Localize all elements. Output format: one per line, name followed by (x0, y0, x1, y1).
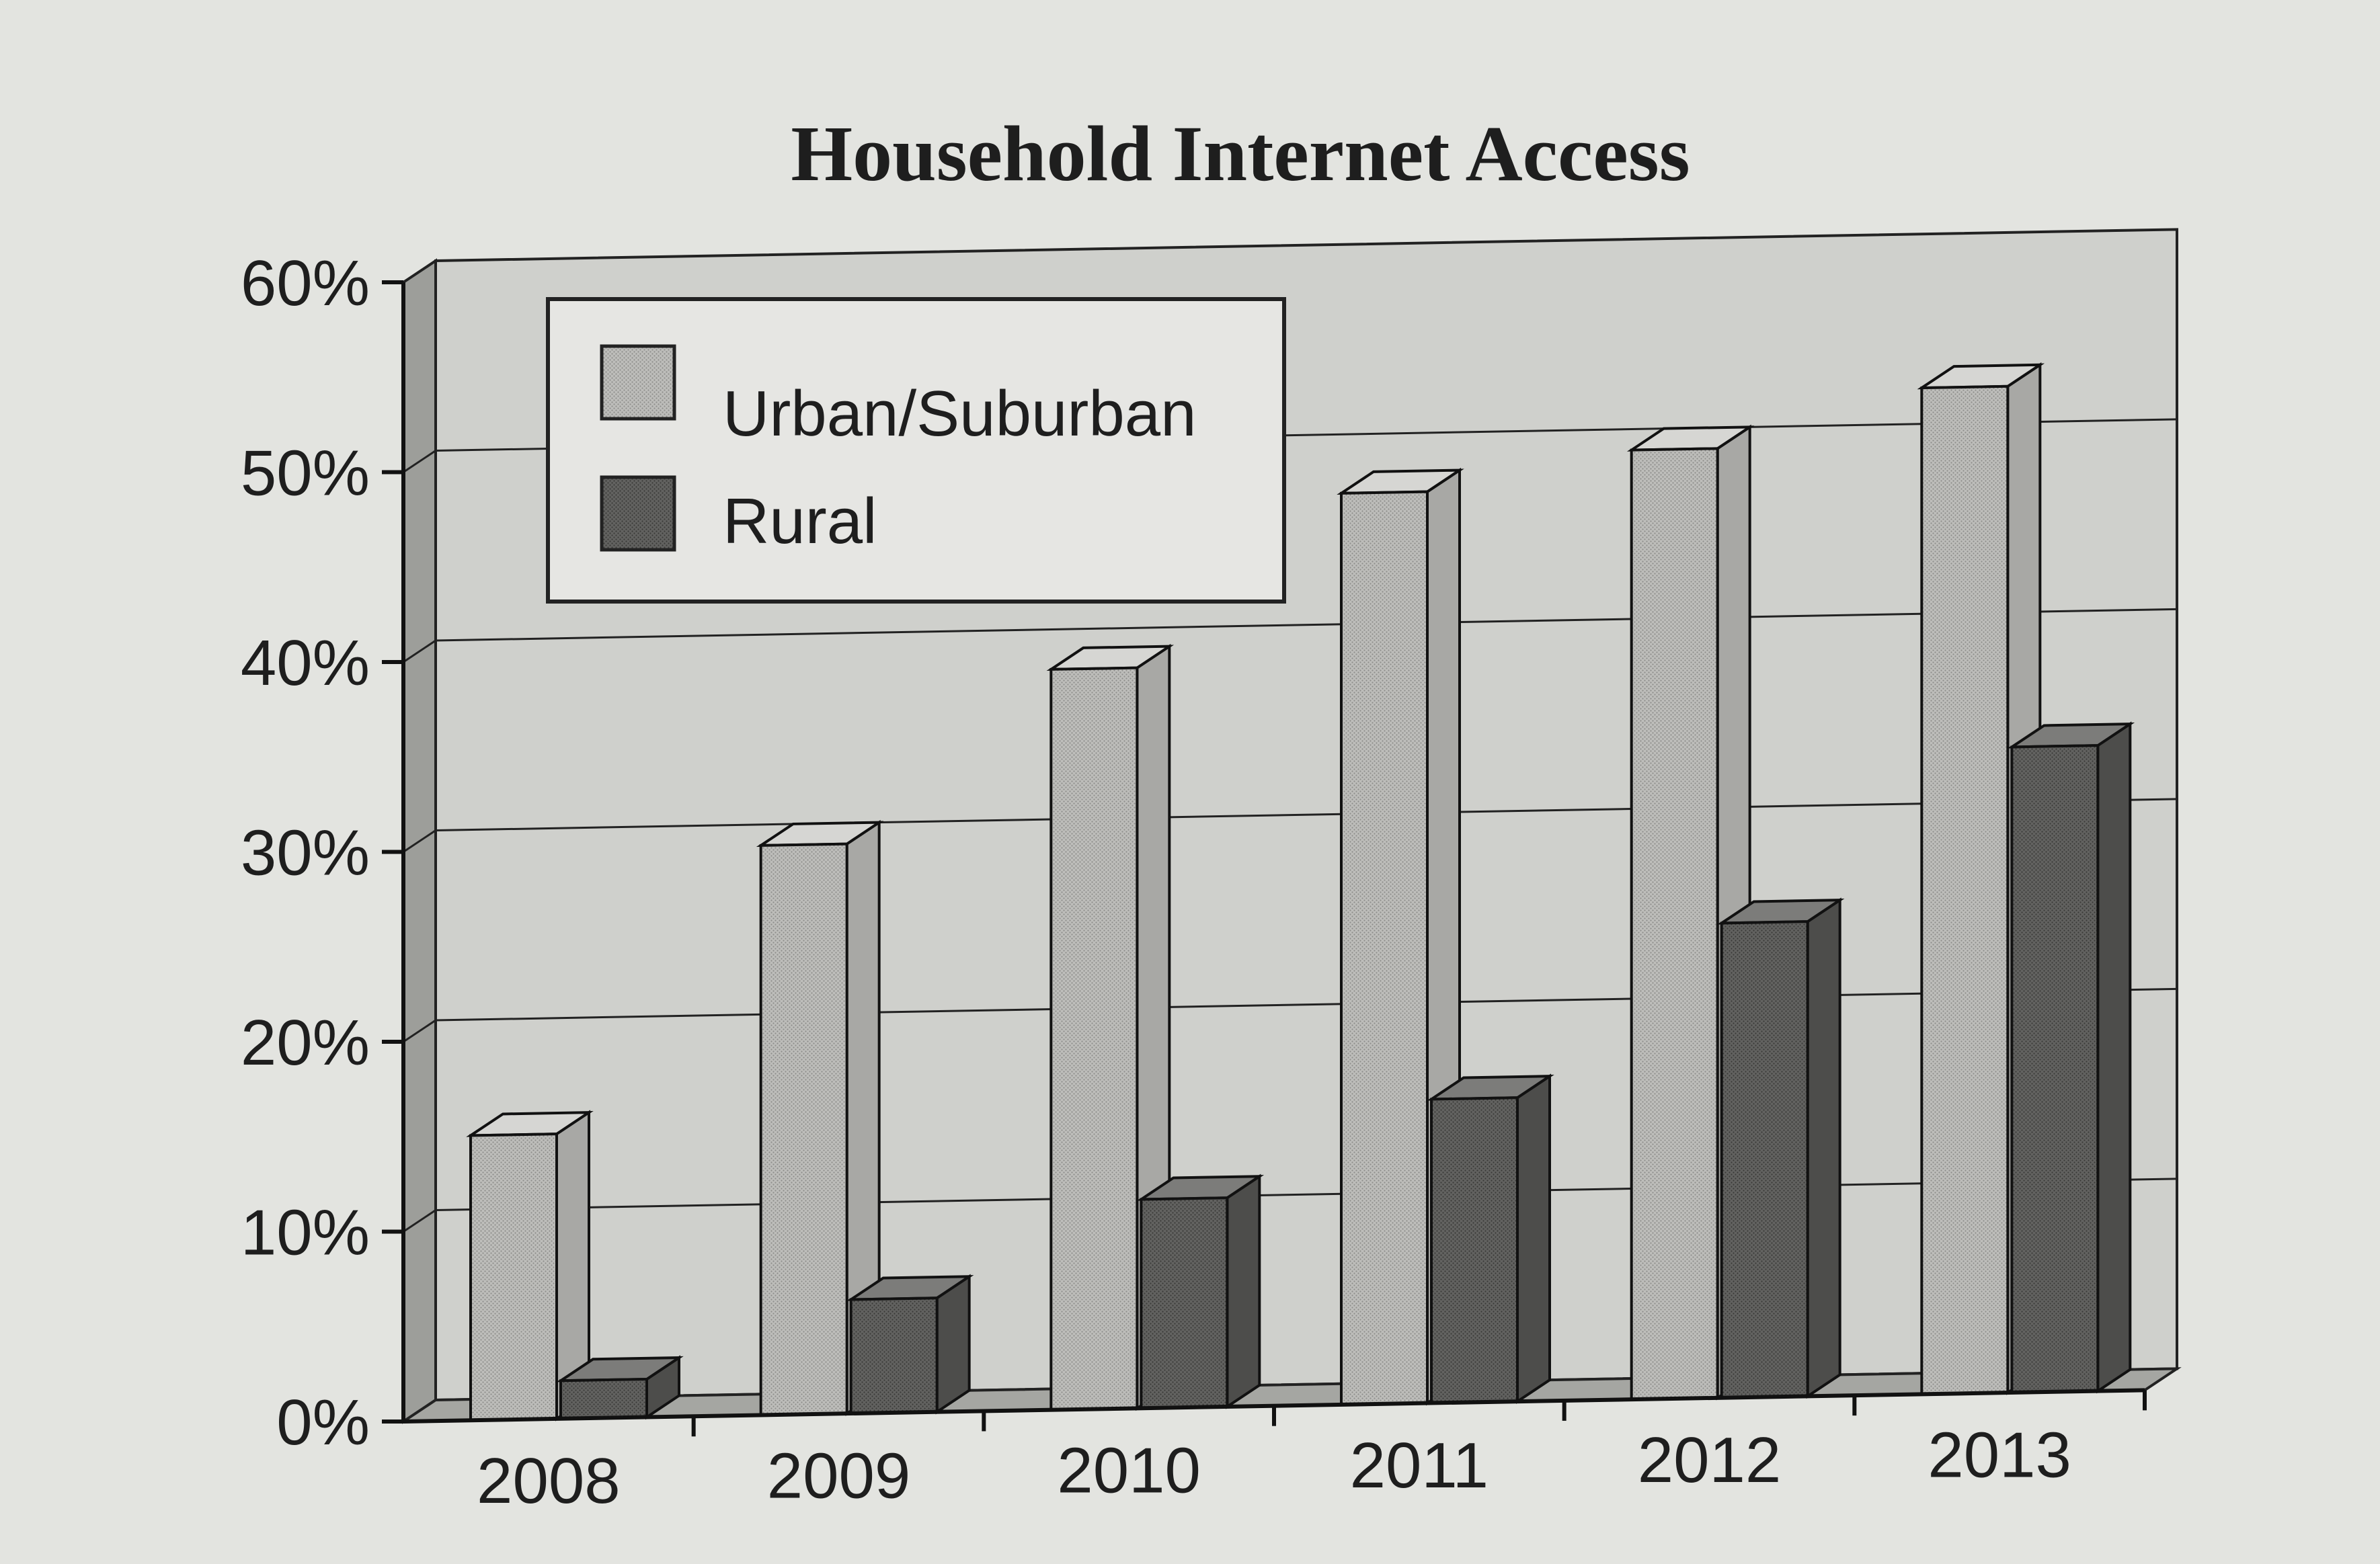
gridline (435, 1178, 2178, 1211)
bar-front (1430, 1096, 1519, 1405)
legend-swatch-rural (600, 475, 676, 552)
gridline-side (403, 259, 436, 284)
x-tick-label: 2011 (1350, 1430, 1489, 1501)
y-tick-label: 20% (241, 1007, 370, 1079)
bar-front (1720, 920, 1809, 1399)
bar-front (849, 1297, 939, 1415)
gridline-side (403, 450, 436, 473)
bar-rural-2009 (846, 1274, 974, 1415)
legend-swatch-urban-suburban (600, 344, 676, 421)
legend-label-rural: Rural (723, 485, 877, 557)
y-tick-label: 60% (241, 247, 370, 319)
y-tick-label: 50% (241, 438, 370, 509)
bar-side (935, 1274, 971, 1415)
gridline-side (403, 829, 436, 853)
y-tick-label: 0% (276, 1387, 370, 1458)
x-tick-label: 2008 (477, 1445, 621, 1517)
bar-side (2096, 721, 2132, 1394)
gridline (435, 608, 2178, 642)
gridline-side (403, 639, 436, 663)
bar-front (1920, 384, 2010, 1396)
bar-side (1226, 1174, 1261, 1409)
gridline (435, 798, 2178, 831)
bar-rural-2008 (556, 1355, 684, 1420)
x-tick-label: 2013 (1928, 1419, 2071, 1491)
bar-urban-suburban-2009 (756, 819, 884, 1417)
bar-rural-2012 (1716, 897, 1845, 1399)
bar-side (1516, 1073, 1551, 1404)
gridline-side (403, 1019, 436, 1043)
gridline (435, 987, 2178, 1022)
x-tick-label: 2010 (1057, 1435, 1201, 1507)
bar-front (1630, 447, 1719, 1401)
gridline (435, 228, 2178, 262)
bar-side (1806, 897, 1841, 1399)
bar-rural-2011 (1427, 1073, 1554, 1405)
bars (466, 362, 2135, 1422)
legend: Urban/Suburban Rural (546, 297, 1286, 604)
bar-front (2010, 744, 2100, 1394)
y-tick-label: 40% (241, 627, 370, 699)
chart-title: Household Internet Access (791, 110, 1690, 198)
y-tick-label: 10% (241, 1197, 370, 1269)
axes: 0% 10% 20% 30% 40% 50% 60% 2008 2009 2010 2011 2012… (241, 247, 2147, 1517)
bar-front (1340, 490, 1429, 1406)
bar-rural-2010 (1136, 1174, 1265, 1410)
bar-rural-2013 (2007, 721, 2135, 1394)
bar-front (1140, 1196, 1229, 1410)
x-tick-label: 2009 (767, 1440, 911, 1512)
y-tick-label: 30% (241, 817, 370, 889)
legend-label-urban-suburban: Urban/Suburban (723, 378, 1196, 450)
gridline-side (403, 1209, 436, 1233)
bar-front (759, 842, 848, 1417)
x-tick-label: 2012 (1638, 1424, 1782, 1496)
bar-front (559, 1377, 648, 1420)
bar-front (469, 1133, 558, 1422)
bar-front (1049, 666, 1139, 1411)
